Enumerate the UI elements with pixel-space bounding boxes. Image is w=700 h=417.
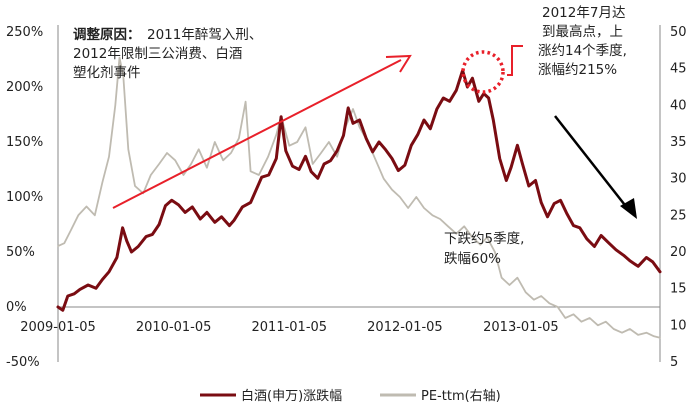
y-left-tick-label: 50%: [6, 245, 35, 260]
x-tick-label: 2013-01-05: [483, 320, 559, 335]
y-right-tick-label: 30: [670, 172, 687, 187]
y-left-tick-label: 250%: [6, 25, 43, 40]
series-layer: [56, 56, 662, 339]
y-right-tick-label: 45: [670, 62, 687, 77]
y-right-tick-label: 5: [670, 355, 678, 370]
baijiu-return-line: [56, 69, 662, 312]
reason-annotation-line-2: 2012年限制三公消费、白酒: [73, 46, 242, 62]
y-left-tick-label: 100%: [6, 190, 43, 205]
y-left-tick-label: 0%: [6, 300, 27, 315]
reason-annotation-title: 调整原因：: [73, 26, 141, 43]
peak-annotation-line-3: 涨约14个季度,: [538, 43, 627, 59]
reason-annotation-line-1: 2011年醉驾入刑、: [147, 27, 262, 43]
legend: 白酒(申万)涨跌幅 PE-ttm(右轴): [200, 388, 501, 404]
y-right-tick-label: 35: [670, 135, 687, 150]
peak-annotation-line-2: 到最高点，上: [542, 23, 623, 40]
x-tick-label: 2011-01-05: [252, 320, 328, 335]
y-right-tick-label: 10: [670, 318, 687, 333]
y-right-tick-label: 25: [670, 208, 687, 223]
y-left-tick-label: -50%: [6, 355, 40, 370]
reason-annotation-line-3: 塑化剂事件: [73, 65, 141, 81]
decline-annotation-line-1: 下跌约5季度,: [444, 231, 524, 247]
peak-highlight-circle: [461, 50, 505, 94]
y-left-tick-label: 200%: [6, 80, 43, 95]
uptrend-arrow: [112, 54, 412, 209]
y-left-tick-label: 150%: [6, 135, 43, 150]
peak-annotation-line-4: 涨幅约215%: [538, 62, 617, 78]
x-tick-label: 2009-01-05: [20, 320, 96, 335]
downtrend-arrow: [554, 115, 637, 219]
y-right-tick-label: 50: [670, 25, 687, 40]
y-right-tick-label: 40: [670, 98, 687, 113]
y-right-tick-label: 20: [670, 245, 687, 260]
x-tick-label: 2012-01-05: [367, 320, 443, 335]
y-left-tick-labels: 250% 200% 150% 100% 50% 0% -50%: [6, 25, 43, 370]
legend-label-pe: PE-ttm(右轴): [421, 389, 501, 404]
legend-label-baijiu: 白酒(申万)涨跌幅: [241, 388, 342, 404]
pe-ttm-line: [57, 56, 661, 339]
x-tick-labels: 2009-01-05 2010-01-05 2011-01-05 2012-01-05…: [20, 320, 558, 335]
peak-annotation-line-1: 2012年7月达: [542, 5, 626, 21]
peak-callout-bracket: [507, 45, 523, 76]
decline-annotation-line-2: 跌幅60%: [444, 251, 501, 267]
x-tick-label: 2010-01-05: [136, 320, 212, 335]
y-right-tick-label: 15: [670, 282, 687, 297]
y-right-tick-labels: 50 45 40 35 30 25 20 15 10 5: [670, 25, 687, 370]
